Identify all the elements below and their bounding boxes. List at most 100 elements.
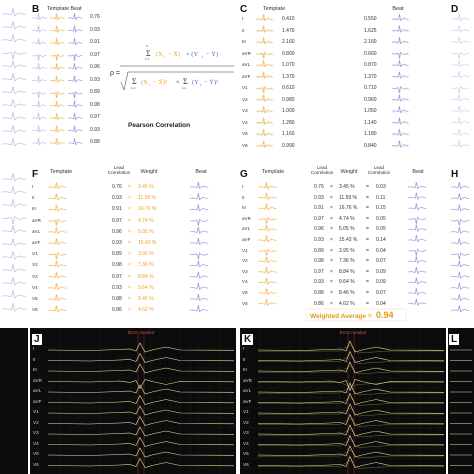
formula-term: i=1 xyxy=(145,57,150,61)
panel-b-template-trace xyxy=(50,76,65,83)
panel-g-template-trace xyxy=(258,288,277,296)
panel-b-template-trace xyxy=(50,91,65,98)
panel-b: B Template Beat 0.76 0.93 0.91 0.97 0.96 0.93… xyxy=(28,0,236,160)
panel-f-times-sign: × xyxy=(128,240,131,246)
formula-term: × (Y xyxy=(186,51,198,58)
pearson-rho: ρ = xyxy=(110,70,121,77)
strip-beat-trace xyxy=(2,215,27,224)
panel-c-lead-name: V1 xyxy=(242,85,248,90)
strip-beat-trace xyxy=(2,238,27,247)
panel-g-times-sign: × xyxy=(330,205,333,212)
weighted-average-value: 0.94 xyxy=(376,310,394,320)
ecg-trace xyxy=(257,350,445,363)
panel-f-template-trace xyxy=(48,194,67,201)
panel-f-lead-name: aVF xyxy=(32,240,41,245)
panel-d-amplitude: 1.140 xyxy=(364,119,377,126)
strip-beat-trace xyxy=(2,60,27,69)
panel-f-weight-value: 4.74 % xyxy=(138,217,154,224)
panel-g-label: G xyxy=(238,169,250,180)
panel-g-template-trace xyxy=(258,248,277,256)
panel-b-ghost-trace xyxy=(32,53,47,61)
panel-g-lead-name: aVR xyxy=(242,215,251,221)
ecg-trace xyxy=(47,457,235,468)
ecg-trace xyxy=(47,379,235,390)
panel-c-template-trace xyxy=(256,129,273,137)
panel-h: H xyxy=(448,165,474,325)
panel-g-header-corr2: Lead Correlation xyxy=(367,165,391,175)
formula-sqrt xyxy=(120,71,234,91)
strip-beat-trace xyxy=(2,34,27,43)
panel-b-corr-value: 0.93 xyxy=(90,26,100,33)
ecg-lead-name: III xyxy=(33,367,37,372)
panel-c-lead-name: II xyxy=(242,27,245,33)
panel-g-beat-trace xyxy=(408,216,427,224)
strip-beat-trace xyxy=(2,199,27,208)
panel-b-beat-trace xyxy=(68,126,83,133)
panel-b-ghost-trace xyxy=(32,63,47,71)
ecg-lead-name: V5 xyxy=(243,451,249,456)
ecg-trace xyxy=(257,424,445,437)
ecg-trace xyxy=(257,455,445,468)
panel-b-beat-trace xyxy=(68,13,83,21)
panel-g-beat-trace xyxy=(408,267,427,275)
panel-f-times-sign: × xyxy=(128,184,131,190)
panel-c-template-trace xyxy=(256,86,273,94)
formula-term: Σ xyxy=(146,49,151,58)
panel-b-beat-trace xyxy=(68,101,83,108)
ecg-lead-name: V3 xyxy=(33,430,39,435)
panel-g-beat-trace xyxy=(408,193,427,200)
formula-term: i=1 xyxy=(182,86,187,90)
panel-g-lead-name: aVL xyxy=(242,226,251,232)
panel-d-amplitude: 1.180 xyxy=(364,131,377,137)
formula-term: i=1 xyxy=(131,86,136,90)
panel-f-template-trace xyxy=(48,219,67,226)
panel-g-beat-trace xyxy=(408,225,427,232)
panel-g-result-value: 0.05 xyxy=(376,215,386,222)
strip-beat-trace xyxy=(2,216,27,224)
panel-d-amplitude: 0.870 xyxy=(364,62,377,68)
panel-g-template-trace xyxy=(258,193,277,200)
panel-b-beat-trace xyxy=(68,38,83,46)
panel-d-partial-trace xyxy=(451,14,470,22)
panel-f-times-sign: × xyxy=(128,195,131,202)
panel-f-times-sign: × xyxy=(128,217,131,224)
panel-d-beat-trace xyxy=(392,72,409,79)
panel-f-template-trace xyxy=(48,252,67,260)
panel-h-beat-trace xyxy=(451,218,470,226)
panel-b-template-trace xyxy=(50,13,65,21)
ecg-lead-name: V2 xyxy=(33,419,39,425)
panel-f-corr-value: 0.93 xyxy=(112,195,122,202)
panel-g-corr-value: 0.96 xyxy=(314,226,324,233)
ecg-trace xyxy=(47,352,235,363)
ecg-trace-overlay xyxy=(257,439,444,448)
panel-g-weight-value: 4.62 % xyxy=(339,300,355,307)
panel-g-result-value: 0.14 xyxy=(376,237,386,243)
panel-b-ghost-trace xyxy=(32,13,47,21)
panel-b-corr-value: 0.97 xyxy=(90,51,100,58)
panel-c-template-trace xyxy=(256,86,273,93)
panel-b-template-trace xyxy=(50,91,65,99)
ecg-trace xyxy=(47,394,235,405)
ecg-lead-name: I xyxy=(243,346,245,351)
panel-i-partial xyxy=(0,328,28,474)
panel-g-template-trace xyxy=(258,235,277,243)
ecg-trace-overlay xyxy=(257,386,444,396)
ecg-trace xyxy=(257,361,445,374)
panel-f-corr-value: 0.98 xyxy=(112,262,122,269)
panel-b-corr-value: 0.93 xyxy=(90,76,100,83)
panel-d-partial-trace xyxy=(451,94,470,102)
panel-d-amplitude: 0.710 xyxy=(364,85,377,91)
panel-k-label: K xyxy=(242,334,254,345)
panel-g-template-trace xyxy=(258,225,277,232)
panel-h-beat-trace xyxy=(451,205,470,212)
panel-g-corr-value: 0.86 xyxy=(314,300,324,307)
ecg-trace-overlay xyxy=(257,460,444,469)
panel-f-corr-value: 0.97 xyxy=(112,273,122,280)
panel-h-beat-trace xyxy=(451,294,470,302)
panel-b-ghost-trace xyxy=(32,91,47,99)
panel-c-lead-name: V6 xyxy=(242,142,248,148)
panel-g-times-sign: × xyxy=(330,300,333,307)
panel-g-weight-value: 5.05 % xyxy=(339,226,355,233)
panel-d-beat-trace xyxy=(392,51,409,59)
panel-f-weight-value: 4.62 % xyxy=(138,307,154,314)
